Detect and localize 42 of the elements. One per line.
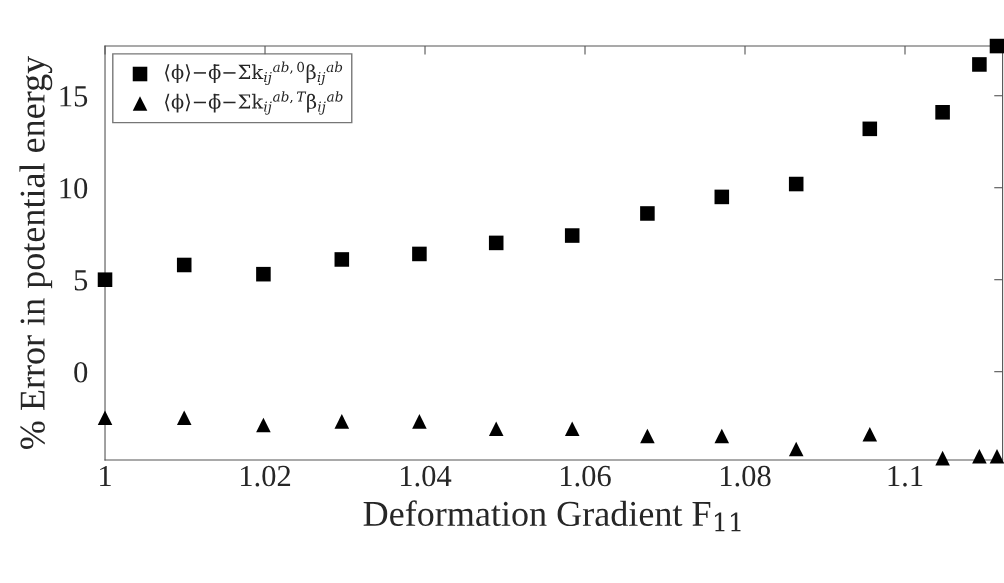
y-tick-label: 5 — [74, 270, 88, 291]
point — [488, 421, 504, 436]
point — [176, 410, 192, 425]
point — [412, 414, 427, 429]
point — [788, 176, 804, 192]
point — [256, 417, 271, 433]
point — [640, 206, 655, 221]
point — [714, 189, 730, 205]
point — [334, 252, 350, 267]
x-axis-title: Deformation Gradient F$_{11}$ — [363, 500, 741, 532]
point — [989, 449, 1004, 464]
legend-label: ⟨ϕ⟩−ϕ̄−Σk$_{ij}$$^{ab,T}$β$_{ij}$$^{ab}$ — [165, 91, 343, 115]
x-tick-label: 1 — [100, 465, 111, 487]
point — [935, 450, 950, 466]
x-tick-label: 1.08 — [720, 465, 771, 487]
point — [97, 272, 113, 287]
y-axis-title: % Error in potential energy — [19, 55, 53, 449]
point — [256, 266, 271, 282]
x-tick-label: 1.1 — [888, 465, 923, 487]
y-tick-label: 15 — [60, 86, 88, 107]
point — [989, 38, 1004, 54]
point — [862, 121, 878, 137]
point — [640, 428, 655, 444]
point — [935, 105, 950, 120]
point — [714, 428, 730, 444]
point — [176, 257, 192, 273]
point — [564, 421, 580, 436]
x-tick-label: 1.06 — [560, 465, 611, 487]
point — [564, 228, 580, 243]
y-tick-label: 0 — [74, 361, 88, 383]
legend-label: ⟨ϕ⟩−ϕ̄−Σk$_{ij}$$^{ab,0}$β$_{ij}$$^{ab}$ — [165, 61, 343, 86]
x-tick-label: 1.02 — [240, 465, 291, 487]
point — [488, 235, 504, 251]
x-tick-label: 1.04 — [400, 465, 452, 487]
point — [972, 449, 987, 464]
point — [412, 246, 427, 262]
point — [972, 57, 987, 72]
point — [788, 441, 804, 457]
y-tick-label: 10 — [60, 177, 88, 199]
point — [862, 426, 878, 442]
point — [334, 414, 350, 429]
point — [97, 410, 113, 425]
